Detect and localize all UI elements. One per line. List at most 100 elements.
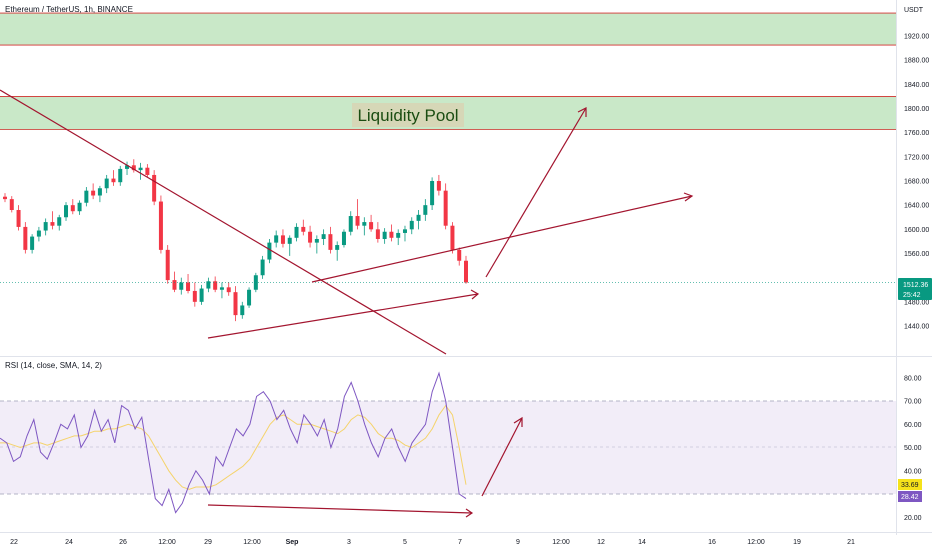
candle-body [111, 178, 116, 183]
bar-countdown: 25:42 [903, 292, 921, 299]
rsi-ma-line [0, 404, 467, 490]
price-axis[interactable]: 1920.00 1880.00 1840.00 1800.00 1760.00 1720.… [904, 34, 929, 331]
candle-body [369, 222, 374, 230]
candle-body [301, 226, 306, 232]
rsi-ma-value: 33.69 [901, 482, 919, 489]
rsi-divergence-line[interactable] [207, 504, 473, 514]
price-tick-label: 1440.00 [904, 324, 929, 331]
candle-body [50, 222, 55, 226]
candle-body [457, 249, 462, 261]
candle-body [206, 281, 211, 289]
rising-channel-trendline[interactable] [311, 195, 693, 283]
drawings-group[interactable] [0, 89, 694, 355]
breakout-arrow[interactable] [485, 107, 587, 278]
rsi-current-value: 28.42 [901, 494, 919, 501]
time-tick-label: 12:00 [552, 539, 570, 546]
rsi-tick-label: 40.00 [904, 468, 922, 475]
time-tick-label: 22 [10, 539, 18, 546]
candle-body [131, 165, 136, 171]
time-tick-label: 21 [847, 539, 855, 546]
candle-body [16, 210, 21, 227]
last-price-badge-bg [898, 278, 932, 300]
rsi-axis[interactable]: 80.00 70.00 60.00 50.00 40.00 20.00 [904, 375, 922, 522]
candle-body [186, 282, 191, 291]
rsi-ma-badge: 33.69 [898, 479, 922, 490]
rsi-drawings-group[interactable] [207, 416, 523, 518]
candle-body [152, 174, 157, 202]
candle-body [267, 242, 272, 260]
rsi-tick-label: 70.00 [904, 399, 922, 406]
last-price-badge: 1512.36 25:42 [898, 278, 932, 300]
candle-body [389, 231, 394, 238]
candle-body [335, 245, 340, 250]
time-tick-label: 12:00 [243, 539, 261, 546]
time-tick-label: 12:00 [158, 539, 176, 546]
candle-body [396, 232, 401, 238]
candle-body [464, 260, 468, 283]
last-price-value: 1512.36 [903, 282, 928, 289]
rsi-breakout-arrow[interactable] [481, 417, 523, 497]
candle-body [64, 205, 69, 218]
time-tick-label: 12 [597, 539, 605, 546]
candle-body [158, 201, 163, 250]
descending-trendline[interactable] [0, 89, 447, 355]
candle-body [450, 225, 455, 250]
candle-body [179, 282, 184, 290]
breakout-arrow-head [577, 107, 587, 117]
candle-body [125, 165, 130, 169]
price-tick-label: 1600.00 [904, 227, 929, 234]
rising-support-trendline[interactable] [207, 293, 479, 339]
rsi-value-badge-bg [898, 491, 922, 502]
price-tick-label: 1680.00 [904, 179, 929, 186]
candle-body [240, 305, 245, 316]
liquidity-pool-annotation[interactable]: Liquidity Pool [352, 103, 464, 127]
rsi-value-badge: 28.42 [898, 491, 922, 502]
price-tick-label: 1840.00 [904, 82, 929, 89]
candle-body [260, 259, 265, 276]
support-arrow-head [470, 289, 480, 300]
candle-body [294, 226, 299, 238]
time-tick-label: 14 [638, 539, 646, 546]
candle-body [314, 239, 319, 243]
candle-body [233, 292, 238, 316]
rsi-title[interactable]: RSI (14, close, SMA, 14, 2) [5, 361, 102, 370]
candle-body [145, 167, 150, 175]
rsi-ma-badge-bg [898, 479, 922, 490]
candle-body [172, 280, 177, 290]
candle-body [247, 289, 252, 306]
candle-body [30, 236, 35, 250]
time-tick-label: 16 [708, 539, 716, 546]
time-tick-label: 24 [65, 539, 73, 546]
rsi-breakout-arrow-head [513, 416, 523, 427]
candle-body [84, 190, 89, 203]
rsi-tick-label: 50.00 [904, 445, 922, 452]
candle-body [280, 235, 285, 244]
candle-body [23, 226, 28, 250]
time-tick-label: Sep [286, 539, 299, 546]
candle-body [138, 167, 143, 171]
price-tick-label: 1560.00 [904, 251, 929, 258]
time-tick-label: 7 [458, 539, 462, 546]
rsi-tick-label: 80.00 [904, 375, 922, 382]
liquidity-pool-label-bg [352, 103, 464, 127]
candle-body [409, 220, 414, 230]
candle-body [443, 190, 448, 226]
candle-body [70, 205, 75, 212]
time-tick-label: 29 [204, 539, 212, 546]
rsi-tick-label: 60.00 [904, 422, 922, 429]
candle-body [430, 181, 435, 206]
price-tick-label: 1920.00 [904, 34, 929, 41]
time-axis[interactable]: 22 24 26 12:00 29 12:00 Sep 3 5 7 9 12:00 12 14 16 12:0… [10, 539, 855, 546]
time-tick-label: 9 [516, 539, 520, 546]
time-tick-label: 19 [793, 539, 801, 546]
price-tick-label: 1880.00 [904, 58, 929, 65]
price-tick-label: 1720.00 [904, 154, 929, 161]
candle-body [57, 217, 62, 226]
price-tick-label: 1640.00 [904, 203, 929, 210]
rsi-tick-label: 20.00 [904, 515, 922, 522]
chart-title[interactable]: Ethereum / TetherUS, 1h, BINANCE [5, 5, 133, 14]
candle-body [43, 222, 48, 231]
candle-body [199, 288, 204, 302]
candle-body [287, 237, 292, 244]
